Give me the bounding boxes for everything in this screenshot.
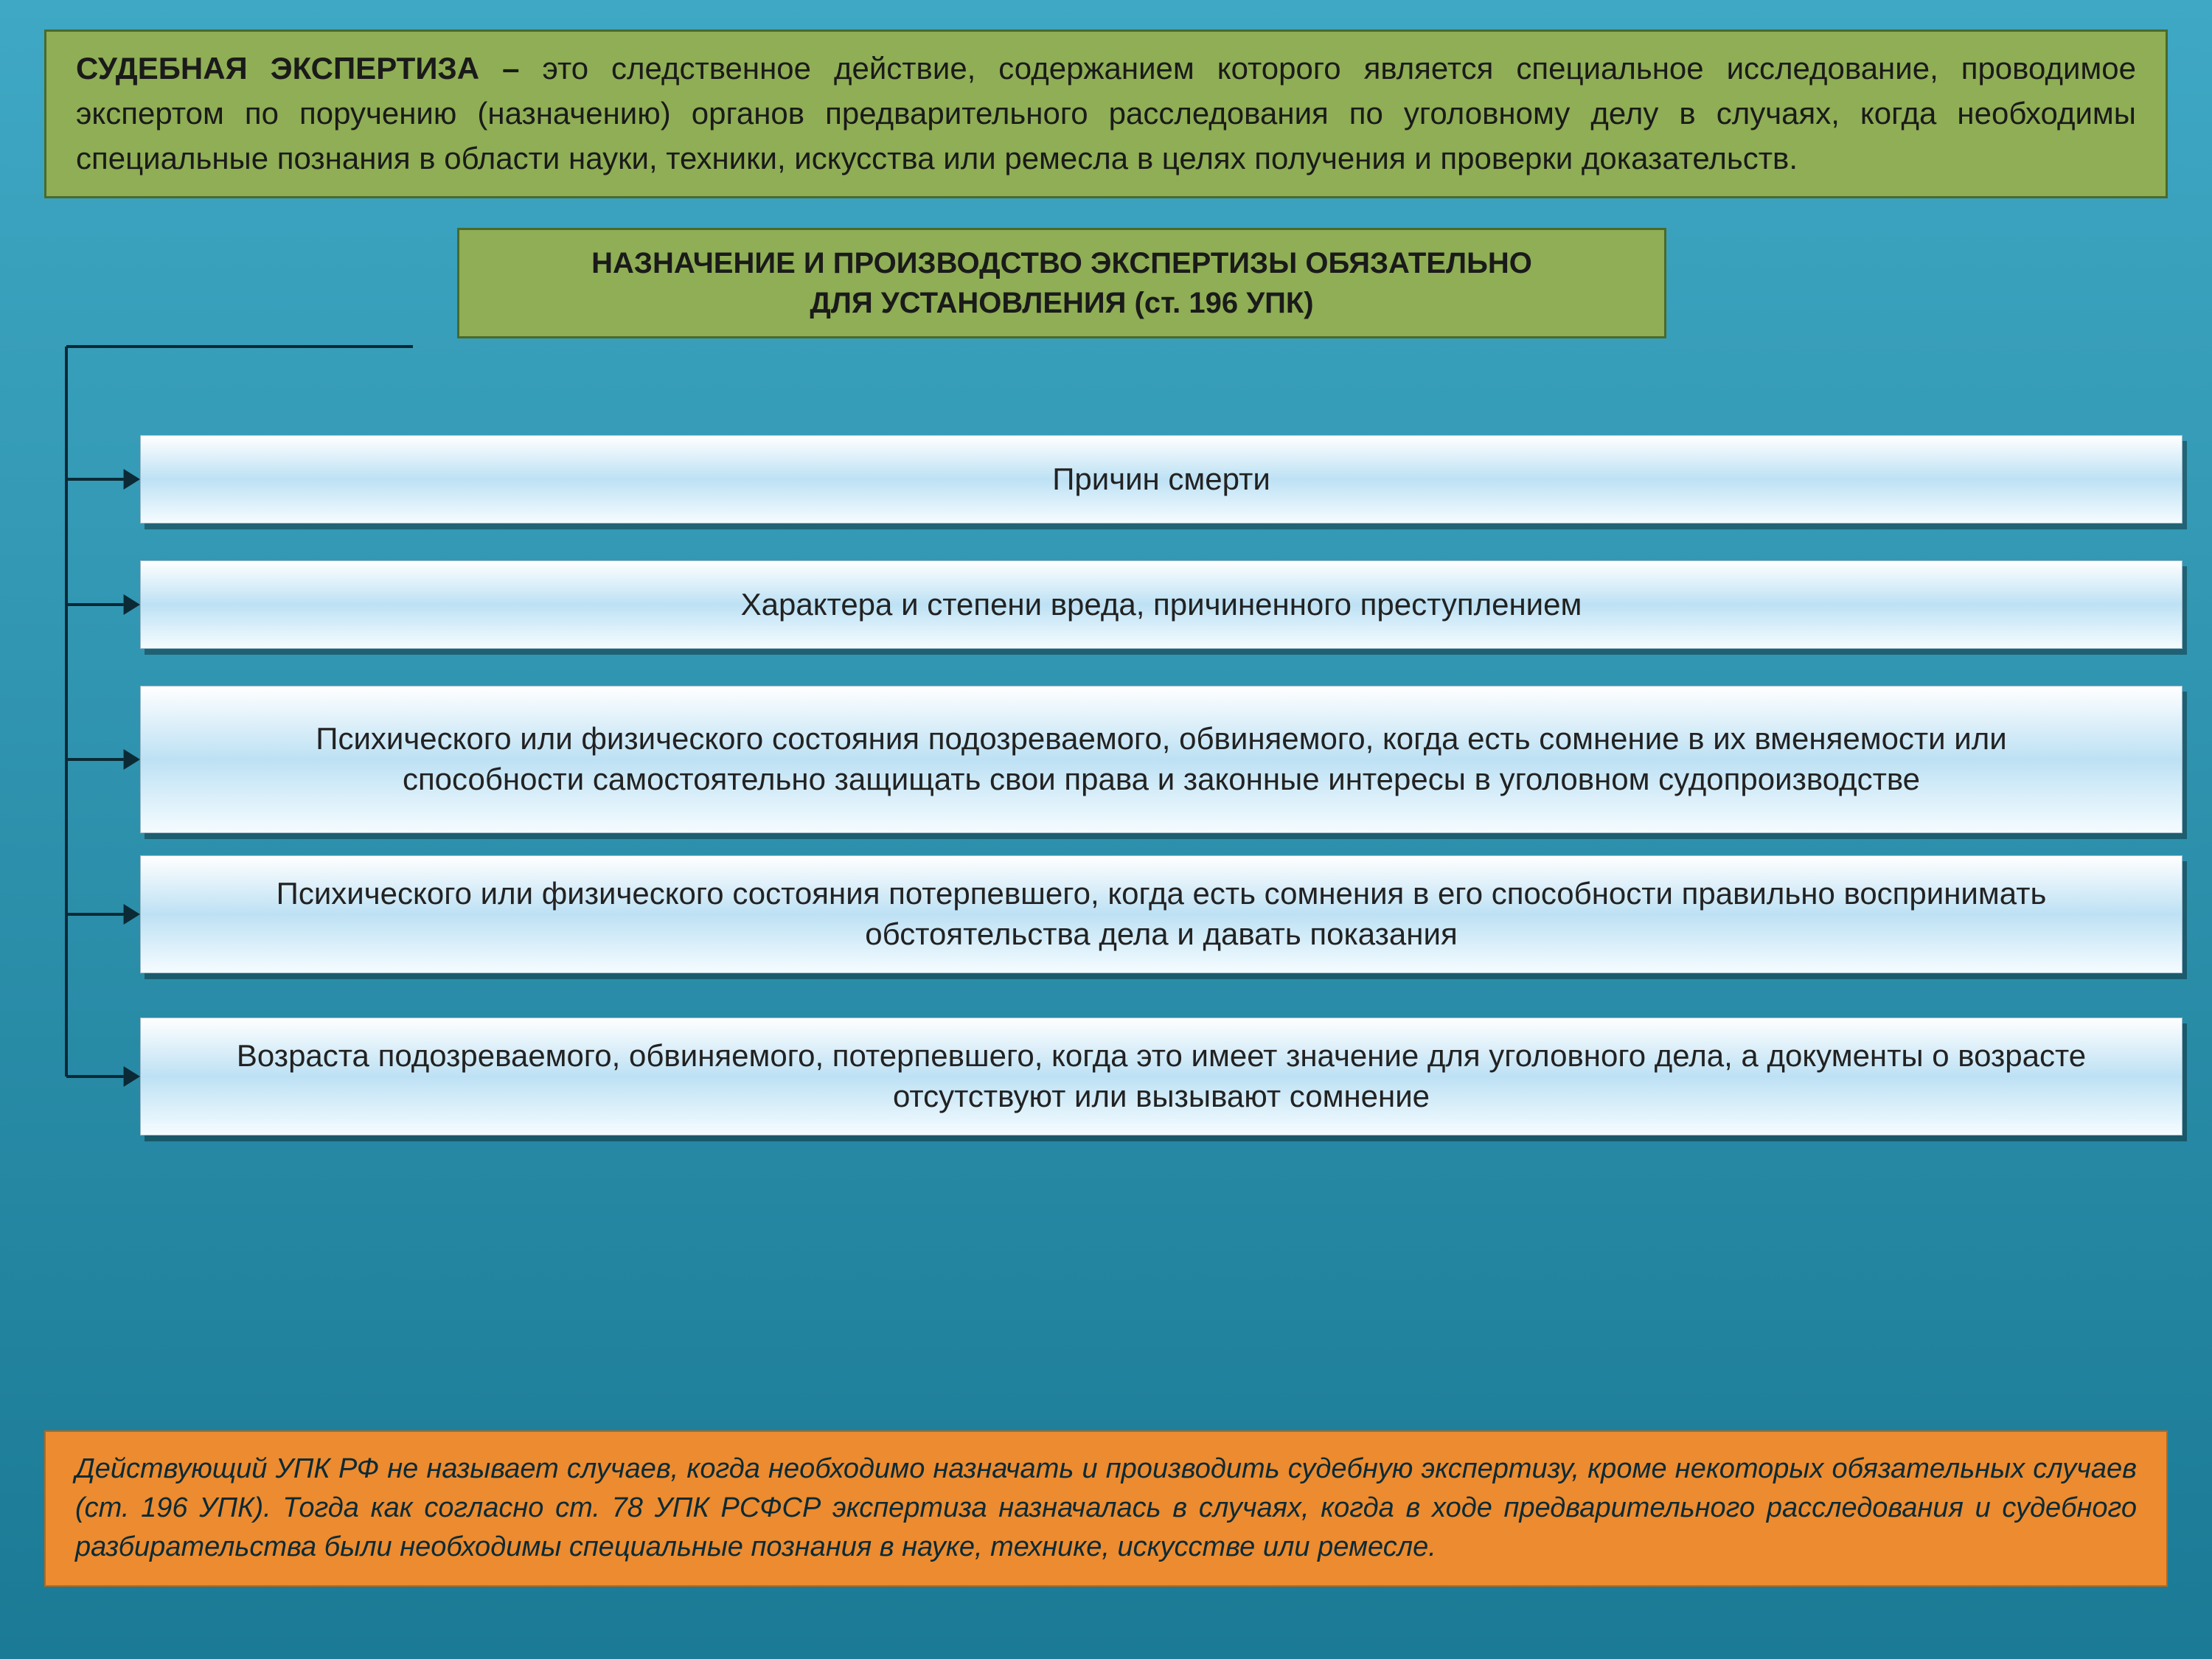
subheader-box: НАЗНАЧЕНИЕ И ПРОИЗВОДСТВО ЭКСПЕРТИЗЫ ОБЯ… <box>457 228 1666 338</box>
list-item: Характера и степени вреда, причиненного … <box>140 560 2183 649</box>
footer-note: Действующий УПК РФ не называет случаев, … <box>44 1430 2168 1587</box>
list-item: Психического или физического состояния п… <box>140 686 2183 833</box>
list-item: Возраста подозреваемого, обвиняемого, по… <box>140 1018 2183 1135</box>
subheader-line1: НАЗНАЧЕНИЕ И ПРОИЗВОДСТВО ЭКСПЕРТИЗЫ ОБЯ… <box>481 243 1642 283</box>
definition-box: СУДЕБНАЯ ЭКСПЕРТИЗА – это следственное д… <box>44 29 2168 198</box>
definition-title: СУДЕБНАЯ ЭКСПЕРТИЗА – <box>76 51 542 86</box>
list-item-text: Психического или физического состояния п… <box>222 874 2101 954</box>
footer-text: Действующий УПК РФ не называет случаев, … <box>75 1453 2137 1562</box>
list-item: Психического или физического состояния п… <box>140 855 2183 973</box>
subheader-line2: ДЛЯ УСТАНОВЛЕНИЯ (ст. 196 УПК) <box>481 283 1642 323</box>
list-item-text: Причин смерти <box>1052 459 1270 500</box>
list-item-text: Характера и степени вреда, причиненного … <box>741 585 1582 625</box>
list-item: Причин смерти <box>140 435 2183 524</box>
list-item-text: Психического или физического состояния п… <box>222 719 2101 799</box>
slide-root: СУДЕБНАЯ ЭКСПЕРТИЗА – это следственное д… <box>0 0 2212 1659</box>
list-item-text: Возраста подозреваемого, обвиняемого, по… <box>222 1036 2101 1116</box>
